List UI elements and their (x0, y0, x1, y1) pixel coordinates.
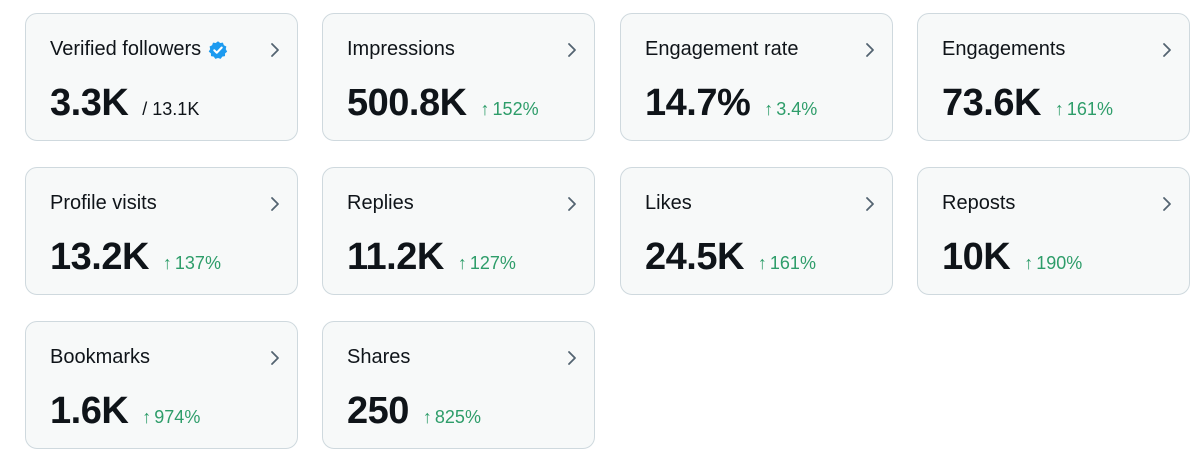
chevron-right-icon (1163, 197, 1171, 211)
card-label: Engagements (942, 38, 1066, 60)
change-percent: 190% (1036, 253, 1083, 273)
chevron-right-icon (271, 351, 279, 365)
card-reposts[interactable]: Reposts 10K ↑ 190% (917, 167, 1190, 295)
change-percent: 974% (154, 407, 201, 427)
metric-total: / 13.1K (142, 99, 200, 119)
card-label-wrap: Verified followers (50, 38, 228, 61)
metric-row: 24.5K ↑ 161% (645, 236, 816, 279)
metric-value: 500.8K (347, 82, 467, 124)
change-percent: 127% (469, 253, 516, 273)
arrow-up-icon: ↑ (422, 407, 432, 427)
metric-value: 3.3K (50, 82, 129, 124)
arrow-up-icon: ↑ (757, 253, 767, 273)
card-label: Profile visits (50, 192, 157, 214)
card-profile-visits[interactable]: Profile visits 13.2K ↑ 137% (25, 167, 298, 295)
card-replies[interactable]: Replies 11.2K ↑ 127% (322, 167, 595, 295)
card-label: Verified followers (50, 38, 202, 60)
chevron-right-icon (866, 43, 874, 57)
card-label: Likes (645, 192, 692, 214)
card-label: Shares (347, 346, 411, 368)
change-percent: 161% (769, 253, 816, 273)
metric-change: ↑ 825% (423, 407, 481, 428)
metric-value: 1.6K (50, 390, 129, 432)
metric-value: 11.2K (347, 236, 444, 278)
card-impressions[interactable]: Impressions 500.8K ↑ 152% (322, 13, 595, 141)
metric-change: ↑ 161% (1055, 99, 1113, 120)
chevron-right-icon (568, 351, 576, 365)
metric-row: 14.7% ↑ 3.4% (645, 82, 817, 125)
metric-change: ↑ 152% (481, 99, 539, 120)
card-label: Bookmarks (50, 346, 151, 368)
card-label: Replies (347, 192, 414, 214)
metric-row: 1.6K ↑ 974% (50, 390, 200, 433)
metric-row: 250 ↑ 825% (347, 390, 481, 433)
chevron-right-icon (568, 43, 576, 57)
metric-change: ↑ 974% (142, 407, 200, 428)
metric-row: 73.6K ↑ 161% (942, 82, 1113, 125)
arrow-up-icon: ↑ (142, 407, 152, 427)
chevron-right-icon (866, 197, 874, 211)
card-label: Impressions (347, 38, 455, 60)
metric-value: 13.2K (50, 236, 149, 278)
chevron-right-icon (1163, 43, 1171, 57)
change-percent: 152% (492, 99, 539, 119)
metric-value: 250 (347, 390, 409, 432)
arrow-up-icon: ↑ (764, 99, 774, 119)
metric-change: ↑ 190% (1024, 253, 1082, 274)
metric-row: 3.3K / 13.1K (50, 82, 199, 125)
metric-value: 10K (942, 236, 1011, 278)
card-label: Engagement rate (645, 38, 799, 60)
metric-row: 10K ↑ 190% (942, 236, 1082, 279)
metric-value: 73.6K (942, 82, 1041, 124)
arrow-up-icon: ↑ (1024, 253, 1034, 273)
card-engagement-rate[interactable]: Engagement rate 14.7% ↑ 3.4% (620, 13, 893, 141)
metric-row: 11.2K ↑ 127% (347, 236, 516, 279)
arrow-up-icon: ↑ (457, 253, 467, 273)
change-percent: 137% (174, 253, 221, 273)
metric-change: ↑ 3.4% (764, 99, 817, 120)
change-percent: 161% (1066, 99, 1113, 119)
card-label: Reposts (942, 192, 1016, 214)
change-percent: 3.4% (776, 99, 818, 119)
metric-row: 500.8K ↑ 152% (347, 82, 539, 125)
chevron-right-icon (271, 43, 279, 57)
card-verified-followers[interactable]: Verified followers 3.3K / 13.1K (25, 13, 298, 141)
card-likes[interactable]: Likes 24.5K ↑ 161% (620, 167, 893, 295)
change-percent: 825% (434, 407, 481, 427)
card-engagements[interactable]: Engagements 73.6K ↑ 161% (917, 13, 1190, 141)
arrow-up-icon: ↑ (480, 99, 490, 119)
metric-change: ↑ 137% (163, 253, 221, 274)
metric-change: ↑ 161% (758, 253, 816, 274)
card-bookmarks[interactable]: Bookmarks 1.6K ↑ 974% (25, 321, 298, 449)
metric-value: 24.5K (645, 236, 744, 278)
arrow-up-icon: ↑ (1054, 99, 1064, 119)
chevron-right-icon (568, 197, 576, 211)
metric-value: 14.7% (645, 82, 751, 124)
chevron-right-icon (271, 197, 279, 211)
metric-change: ↑ 127% (458, 253, 516, 274)
arrow-up-icon: ↑ (162, 253, 172, 273)
metric-row: 13.2K ↑ 137% (50, 236, 221, 279)
verified-badge-icon (208, 40, 228, 59)
card-shares[interactable]: Shares 250 ↑ 825% (322, 321, 595, 449)
